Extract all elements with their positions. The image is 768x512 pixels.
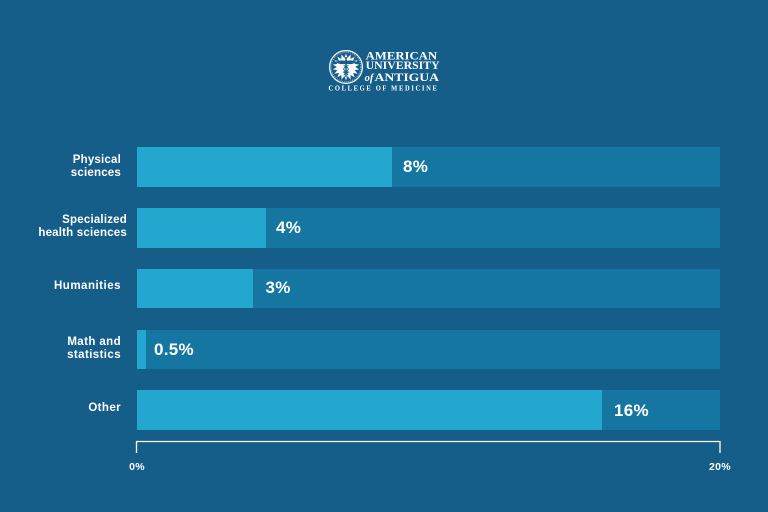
svg-text:COLLEGE OF MEDICINE: COLLEGE OF MEDICINE: [329, 84, 439, 93]
svg-text:AMERICAN: AMERICAN: [366, 49, 438, 62]
svg-text:of: of: [365, 73, 375, 84]
svg-text:ANTIGUA: ANTIGUA: [375, 71, 440, 84]
svg-text:UNIVERSITY: UNIVERSITY: [366, 59, 440, 72]
